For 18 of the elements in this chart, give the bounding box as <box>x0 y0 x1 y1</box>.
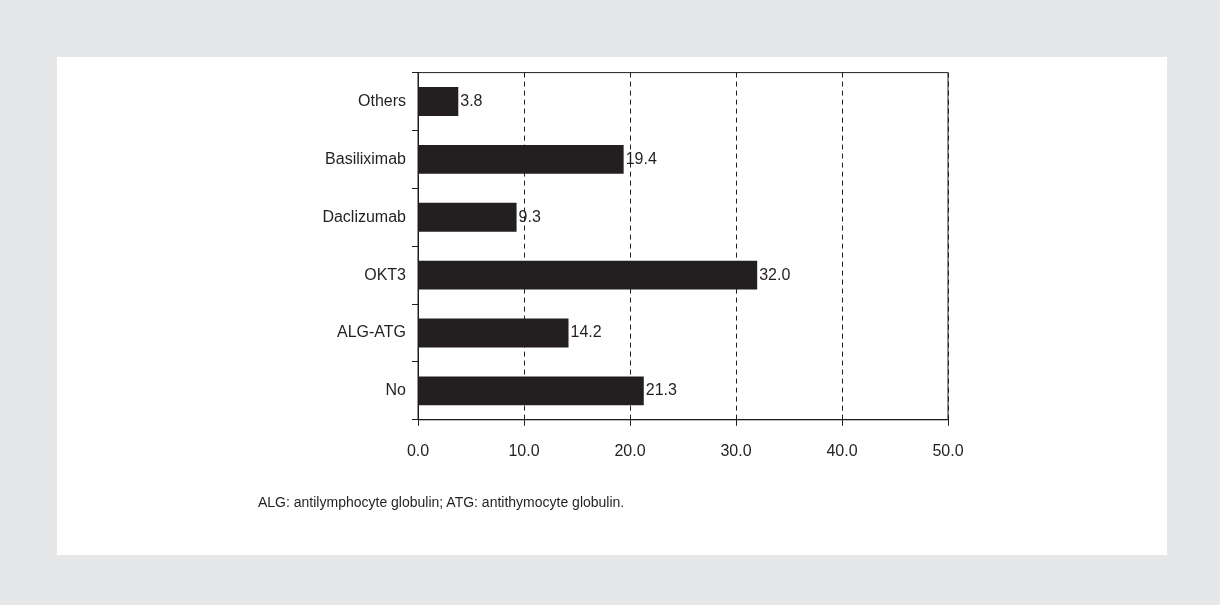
data-label: 3.8 <box>460 91 483 109</box>
data-label: 14.2 <box>570 323 602 341</box>
x-tick-label: 0.0 <box>406 441 430 459</box>
data-label: 21.3 <box>645 381 678 399</box>
data-label: 9.3 <box>518 207 541 225</box>
x-tick-label: 30.0 <box>720 441 752 459</box>
y-tick-label: ALG-ATG <box>336 323 406 341</box>
text: ALG: antilymphocyte globulin; ATG: antithymocyte globulin. <box>258 494 625 510</box>
y-tick-label: Daclizumab <box>322 207 407 225</box>
y-tick-label: OKT3 <box>364 265 407 283</box>
y-tick-label: Basiliximab <box>325 149 407 167</box>
y-tick-label: No <box>385 381 407 399</box>
x-tick-label: 50.0 <box>932 441 964 459</box>
x-tick-label: 10.0 <box>508 441 540 459</box>
y-tick-label: Others <box>357 91 406 109</box>
x-tick-label: 20.0 <box>614 441 646 459</box>
data-label: 32.0 <box>759 265 791 283</box>
x-tick-label: 40.0 <box>826 441 858 459</box>
